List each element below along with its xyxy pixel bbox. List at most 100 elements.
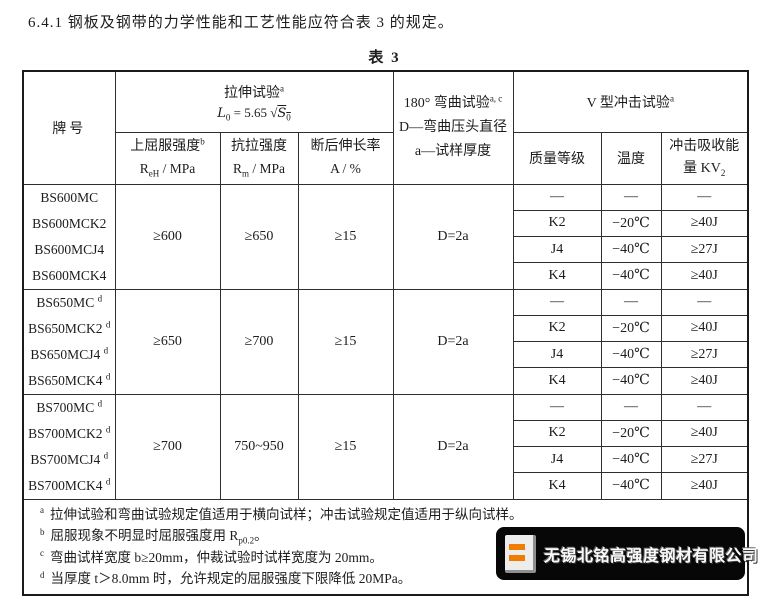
grade-name: BS700MCK2 d (28, 424, 111, 441)
footnote-ref-a: a (669, 93, 674, 104)
bend-test-a-note: a—试样厚度 (414, 143, 492, 159)
logo-bar (509, 554, 525, 561)
table-row: BS600MC BS600MCK2 BS600MCJ4 BS600MCK4 ≥6… (22, 183, 749, 290)
impact-energy-cell: ≥27J (660, 445, 749, 474)
yield-strength-cell: ≥650 (114, 288, 221, 395)
impact-quality-cell: — (512, 288, 602, 316)
table-row: K2 −20℃ ≥40J (23, 419, 749, 448)
impact-energy-cell: ≥27J (660, 340, 749, 369)
table-caption: 表 3 (368, 50, 401, 66)
footnote-d: d 当厚度 t＞8.0mm 时，允许规定的屈服强度下限降低 20MPa。 (40, 569, 412, 586)
impact-quality-cell: K4 (512, 472, 602, 500)
impact-quality-cell: K4 (512, 367, 602, 395)
impact-energy-cell: ≥40J (660, 367, 749, 395)
table-row: K2 −20℃ ≥40J (23, 209, 749, 238)
grade-name: BS600MCJ4 (34, 241, 105, 257)
yield-strength-cell: ≥600 (114, 183, 221, 290)
elongation-cell: ≥15 (297, 183, 394, 290)
yield-strength-cell: ≥700 (114, 393, 221, 500)
company-name: 无锡北铭高强度钢材有限公司 (544, 547, 759, 565)
impact-temp-cell: — (600, 288, 662, 316)
impact-temp-cell: −20℃ (600, 209, 662, 238)
grade-name: BS700MC d (36, 398, 103, 415)
table-row: K4 −40℃ ≥40J (23, 262, 749, 290)
grade-name: BS650MCJ4 d (30, 345, 109, 362)
elongation-cell: ≥15 (297, 288, 394, 395)
impact-temp-cell: −20℃ (600, 314, 662, 343)
impact-energy-cell: — (660, 393, 749, 421)
table-row: J4 −40℃ ≥27J (23, 340, 749, 369)
tensile-strength-cell: 750~950 (219, 393, 299, 500)
footnote-ref-b: b (200, 136, 205, 147)
table-row: J4 −40℃ ≥27J (23, 445, 749, 474)
col-header-tensile-test: 拉伸试验a L0 = 5.65 √S0 (114, 70, 394, 133)
impact-energy-cell: ≥27J (660, 235, 749, 264)
impact-temp-cell: −40℃ (600, 235, 662, 264)
footnote-a: a 拉伸试验和弯曲试验规定值适用于横向试样；冲击试验规定值适用于纵向试样。 (40, 505, 523, 522)
col-header-quality-grade: 质量等级 (512, 131, 602, 185)
table-row: K4 −40℃ ≥40J (23, 472, 749, 500)
impact-energy-cell: ≥40J (660, 209, 749, 238)
col-header-tensile-strength: 抗拉强度 Rm / MPa (219, 131, 299, 185)
company-watermark: 无锡北铭高强度钢材有限公司 (496, 527, 758, 580)
impact-energy-cell: ≥40J (660, 314, 749, 343)
impact-quality-cell: K4 (512, 262, 602, 290)
impact-temp-cell: −40℃ (600, 367, 662, 395)
grade-name: BS650MC d (36, 293, 103, 310)
gauge-length-formula: L0 = 5.65 √S0 (217, 105, 291, 123)
impact-quality-cell: J4 (512, 340, 602, 369)
grade-name: BS650MCK2 d (28, 319, 111, 336)
impact-temp-cell: — (600, 393, 662, 421)
table-row: J4 −40℃ ≥27J (23, 235, 749, 264)
grade-name: BS600MCK2 (32, 215, 107, 231)
tensile-test-title: 拉伸试验a (224, 83, 284, 102)
footnote-ref-ac: a, c (489, 93, 503, 104)
col-header-temperature: 温度 (600, 131, 662, 185)
section-heading: 6.4.1 钢板及钢带的力学性能和工艺性能应符合表 3 的规定。 (28, 15, 454, 31)
impact-quality-cell: — (512, 393, 602, 421)
table-row: K4 −40℃ ≥40J (23, 367, 749, 395)
bend-cell: D=2a (392, 393, 514, 500)
impact-temp-cell: −40℃ (600, 445, 662, 474)
bend-cell: D=2a (392, 183, 514, 290)
grade-cell: BS600MC BS600MCK2 BS600MCJ4 BS600MCK4 (22, 183, 116, 290)
impact-quality-cell: K2 (512, 209, 602, 238)
footnote-b: b 屈服现象不明显时屈服强度用 Rp0.2。 (40, 526, 268, 546)
impact-temp-cell: −20℃ (600, 419, 662, 448)
bend-test-d-note: D—弯曲压头直径 (398, 119, 508, 135)
table-3: 牌号 拉伸试验a L0 = 5.65 √S0 180° 弯曲试验a, c D—弯… (22, 70, 750, 596)
impact-temp-cell: — (600, 183, 662, 211)
grade-name: BS600MC (40, 189, 99, 205)
impact-energy-cell: — (660, 288, 749, 316)
impact-quality-cell: — (512, 183, 602, 211)
impact-energy-cell: ≥40J (660, 472, 749, 500)
logo-bar (509, 543, 525, 550)
impact-quality-cell: K2 (512, 314, 602, 343)
tensile-strength-cell: ≥650 (219, 183, 299, 290)
grade-name: BS700MCJ4 d (30, 450, 109, 467)
bend-cell: D=2a (392, 288, 514, 395)
col-header-bend-test: 180° 弯曲试验a, c D—弯曲压头直径 a—试样厚度 (392, 70, 514, 185)
col-header-upper-yield: 上屈服强度b ReH / MPa (114, 131, 221, 185)
col-header-grade: 牌号 (22, 70, 116, 185)
footnote-ref-a: a (280, 83, 284, 94)
impact-energy-cell: ≥40J (660, 419, 749, 448)
col-header-impact-energy: 冲击吸收能量 KV2 (660, 131, 749, 185)
grade-cell: BS650MC d BS650MCK2 d BS650MCJ4 d BS650M… (22, 288, 116, 395)
impact-quality-cell: J4 (512, 235, 602, 264)
grade-cell: BS700MC d BS700MCK2 d BS700MCJ4 d BS700M… (22, 393, 116, 500)
book-logo-icon (505, 534, 536, 573)
table-row: BS700MC d BS700MCK2 d BS700MCJ4 d BS700M… (22, 393, 749, 500)
col-header-impact-test: V 型冲击试验a (512, 70, 749, 133)
col-header-elongation: 断后伸长率 A / % (297, 131, 394, 185)
table-row: K2 −20℃ ≥40J (23, 314, 749, 343)
impact-temp-cell: −40℃ (600, 340, 662, 369)
impact-quality-cell: J4 (512, 445, 602, 474)
impact-temp-cell: −40℃ (600, 472, 662, 500)
grade-name: BS600MCK4 (32, 267, 107, 283)
impact-energy-cell: ≥40J (660, 262, 749, 290)
impact-quality-cell: K2 (512, 419, 602, 448)
elongation-cell: ≥15 (297, 393, 394, 500)
tensile-strength-cell: ≥700 (219, 288, 299, 395)
impact-energy-cell: — (660, 183, 749, 211)
